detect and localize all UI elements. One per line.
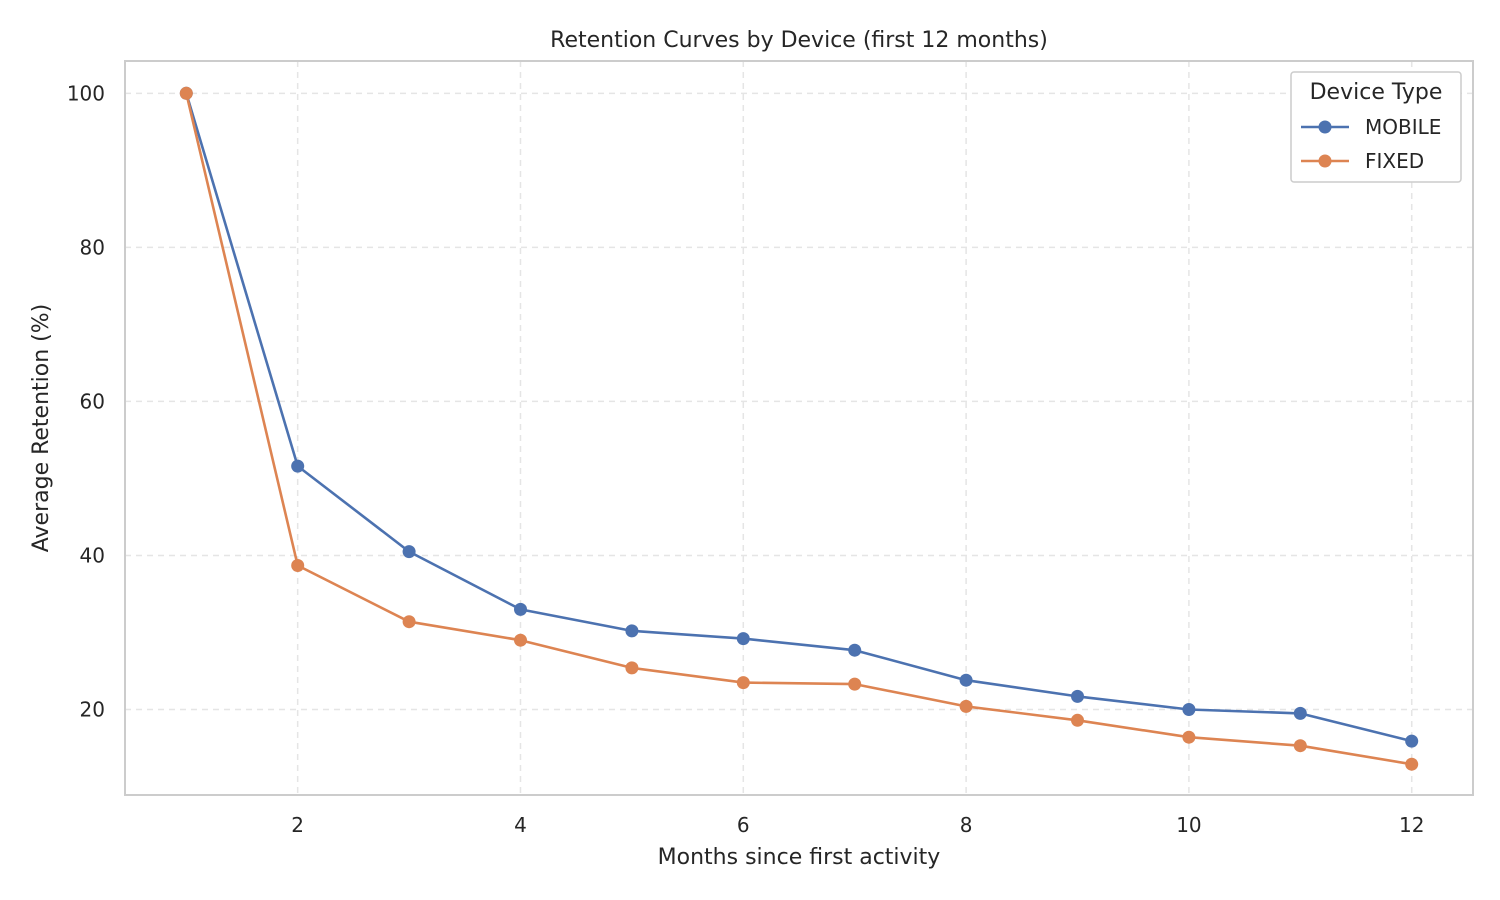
data-point-mobile — [514, 602, 527, 616]
chart-title: Retention Curves by Device (first 12 mon… — [550, 28, 1048, 53]
legend: Device Type MOBILE FIXED — [1290, 71, 1462, 183]
data-point-fixed — [514, 633, 527, 647]
legend-marker-fixed — [1318, 154, 1332, 168]
y-tick-label: 100 — [67, 81, 105, 105]
data-point-mobile — [1071, 689, 1084, 703]
data-point-fixed — [402, 615, 416, 629]
data-point-mobile — [1182, 703, 1196, 716]
data-point-mobile — [959, 673, 973, 687]
data-point-fixed — [736, 676, 750, 690]
legend-items: MOBILE FIXED — [1301, 115, 1441, 173]
data-point-fixed — [291, 559, 305, 572]
data-point-fixed — [625, 661, 639, 675]
x-tick-label: 10 — [1176, 813, 1201, 837]
data-point-mobile — [291, 459, 305, 473]
grid — [125, 61, 1473, 795]
data-point-mobile — [736, 632, 750, 646]
data-point-fixed — [959, 699, 973, 713]
y-tick-label: 80 — [80, 235, 105, 259]
y-tick-label: 20 — [80, 698, 105, 722]
data-point-fixed — [1293, 739, 1307, 753]
data-point-fixed — [179, 86, 193, 100]
x-tick-label: 2 — [291, 813, 304, 837]
y-tick-label: 40 — [80, 543, 105, 567]
legend-title: Device Type — [1310, 80, 1443, 105]
series-line-mobile — [185, 92, 1413, 743]
data-point-fixed — [1071, 713, 1084, 727]
legend-marker-mobile — [1318, 120, 1332, 134]
data-point-mobile — [1293, 706, 1307, 720]
plot-frame — [124, 60, 1474, 796]
plot-background — [125, 61, 1473, 795]
series-points — [179, 86, 1419, 771]
data-point-fixed — [1182, 730, 1196, 744]
x-tick-label: 8 — [960, 813, 973, 837]
y-tick-label: 60 — [80, 389, 105, 413]
data-point-mobile — [1405, 734, 1419, 748]
data-point-fixed — [848, 677, 862, 691]
legend-label-fixed: FIXED — [1365, 149, 1424, 173]
series-lines — [185, 92, 1413, 766]
legend-label-mobile: MOBILE — [1365, 115, 1441, 139]
legend-box — [1290, 71, 1462, 183]
x-tick-label: 4 — [514, 813, 527, 837]
data-point-fixed — [1405, 757, 1419, 771]
x-tick-labels: 2 4 6 8 10 12 — [291, 813, 1424, 837]
x-tick-label: 6 — [737, 813, 750, 837]
series-line-fixed — [185, 93, 1412, 766]
data-point-mobile — [625, 624, 639, 638]
data-point-mobile — [848, 643, 862, 657]
data-point-mobile — [402, 545, 416, 559]
y-axis-label: Average Retention (%) — [29, 304, 54, 552]
x-axis-label: Months since first activity — [658, 845, 941, 870]
y-tick-labels: 20 40 60 80 100 — [67, 81, 105, 721]
x-tick-label: 12 — [1399, 813, 1424, 837]
